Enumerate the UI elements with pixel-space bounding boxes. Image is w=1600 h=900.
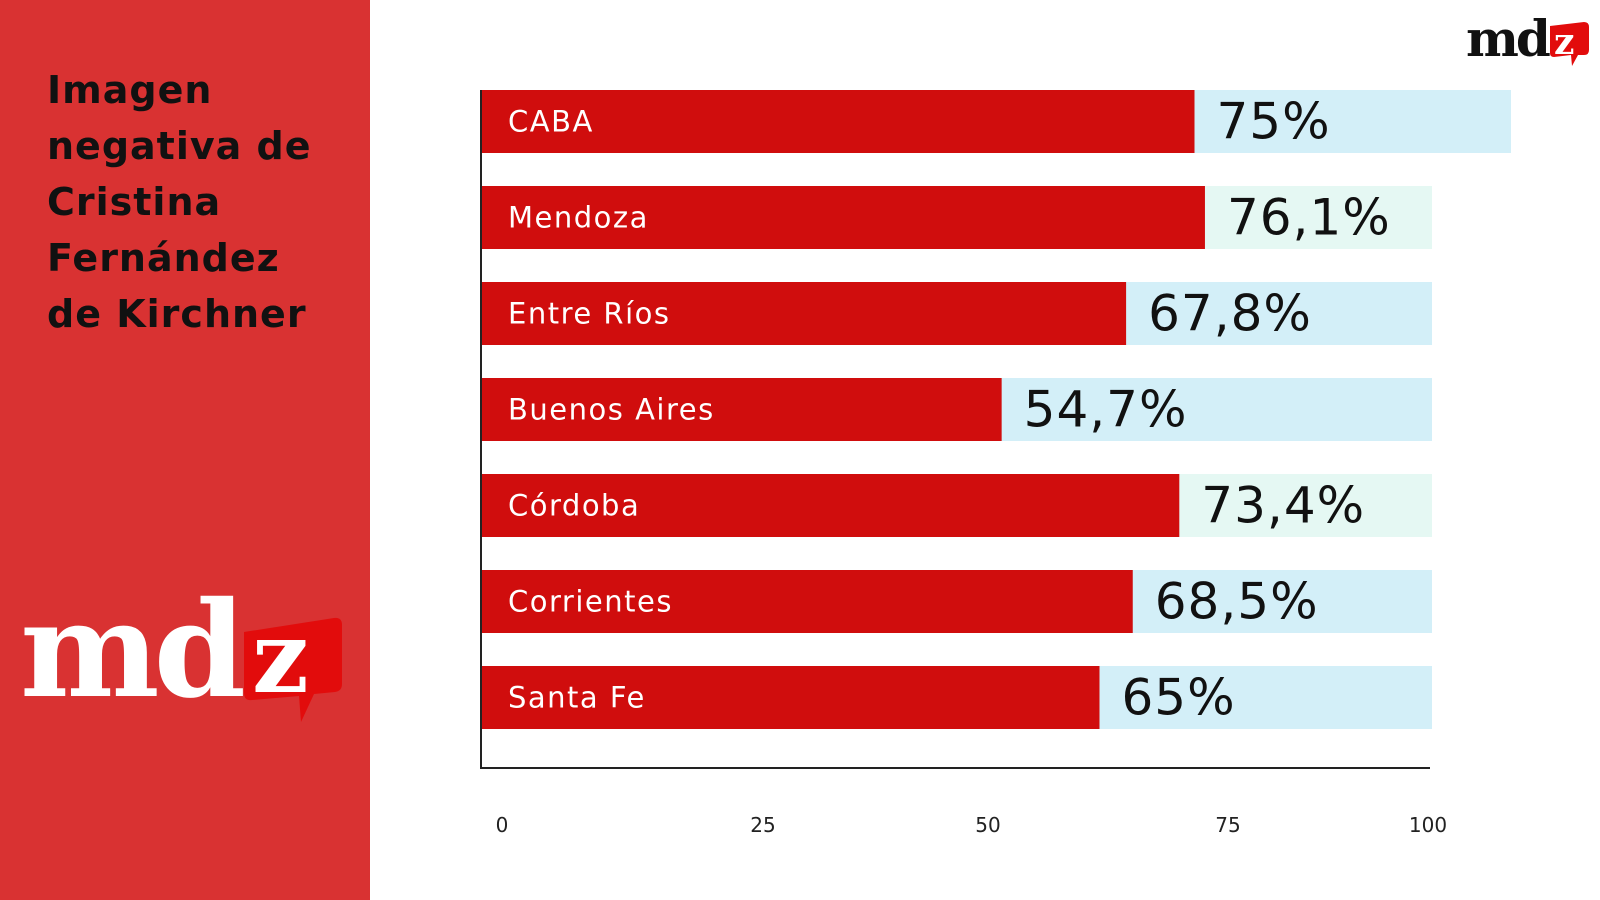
- mdz-corner-logo: md z: [1466, 14, 1589, 68]
- data-label: 73,4%: [1201, 477, 1365, 535]
- bar: [482, 378, 1002, 441]
- title-line: de Kirchner: [47, 292, 307, 336]
- title-line: Fernández: [47, 236, 280, 280]
- bar: [482, 570, 1133, 633]
- bar-label: Buenos Aires: [508, 393, 715, 427]
- mdz-logo: md z: [20, 580, 342, 728]
- speech-bubble-icon: [1550, 22, 1589, 66]
- bar-label: Córdoba: [508, 489, 640, 523]
- tick-label: 100: [1409, 813, 1447, 837]
- tick-label: 0: [496, 813, 509, 837]
- tick-label: 75: [1215, 813, 1240, 837]
- tick-label: 25: [750, 813, 775, 837]
- bar: [482, 474, 1180, 537]
- chart-title: Imagen negativa de Cristina Fernández de…: [47, 62, 367, 342]
- bar-label: Entre Ríos: [508, 297, 670, 331]
- title-line: Imagen: [47, 68, 213, 112]
- logo-text: md: [20, 580, 244, 728]
- bar: [482, 282, 1127, 345]
- data-label: 76,1%: [1227, 189, 1391, 247]
- bar-label: CABA: [508, 105, 594, 139]
- title-line: negativa de: [47, 124, 312, 168]
- sidebar-panel: Imagen negativa de Cristina Fernández de…: [0, 0, 370, 900]
- bar-label: Mendoza: [508, 201, 649, 235]
- logo-accent-text: z: [252, 598, 309, 716]
- data-label: 68,5%: [1155, 573, 1319, 631]
- speech-bubble-icon: [244, 617, 342, 722]
- bar: [482, 90, 1195, 153]
- bar-label: Corrientes: [508, 585, 673, 619]
- bars-layer: CABA 75% Mendoza 76,1% Entre Ríos 67,8% Buenos…: [482, 90, 1511, 729]
- tick-label: 50: [975, 813, 1000, 837]
- data-label: 75%: [1217, 93, 1331, 151]
- corner-logo-text: md: [1466, 14, 1550, 68]
- bar: [482, 666, 1100, 729]
- corner-logo-accent: z: [1554, 21, 1574, 63]
- data-label: 65%: [1122, 669, 1236, 727]
- data-label: 67,8%: [1148, 285, 1312, 343]
- title-line: Cristina: [47, 180, 222, 224]
- x-axis-ticks: 0 25 50 75 100: [496, 813, 1447, 837]
- data-label: 54,7%: [1024, 381, 1188, 439]
- bar-label: Santa Fe: [508, 681, 646, 715]
- bar: [482, 186, 1205, 249]
